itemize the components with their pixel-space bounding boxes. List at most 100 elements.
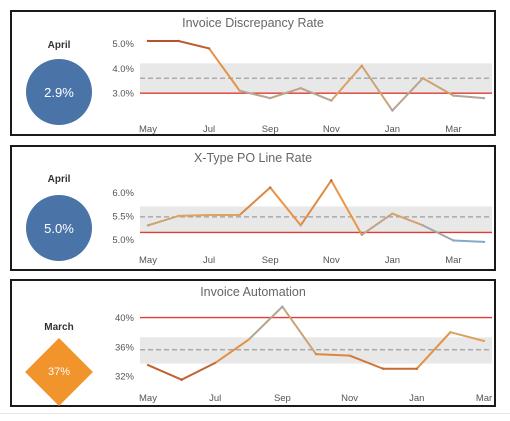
data-point	[360, 233, 364, 237]
data-point	[314, 352, 318, 356]
x-tick-label: May	[139, 255, 157, 266]
kpi-period-label: March	[44, 322, 74, 333]
data-point	[146, 224, 150, 227]
series-segment	[360, 212, 394, 236]
data-point	[360, 64, 364, 68]
data-point	[482, 240, 486, 244]
x-tick-label: Jul	[209, 393, 221, 404]
data-point	[449, 331, 452, 334]
data-point	[382, 367, 385, 370]
kpi-circle: 5.0%	[26, 195, 92, 261]
data-point	[299, 224, 302, 227]
series-segment	[208, 47, 241, 92]
panel-x-type-po-line-rate: X-Type PO Line Rate April 5.0% 5.0% 5.5% 6…	[10, 145, 496, 271]
series-segment	[391, 212, 424, 227]
series-segment	[415, 331, 452, 370]
series-segment	[177, 213, 211, 217]
data-point	[180, 378, 183, 381]
kpi-period-label: April	[47, 174, 71, 185]
series-segment	[238, 89, 272, 100]
y-tick-label: 5.0%	[112, 39, 134, 50]
x-tick-label: Jul	[203, 255, 215, 266]
series-segment	[180, 361, 217, 381]
series-segment	[360, 64, 394, 112]
series-segment	[147, 214, 180, 227]
line-chart-x-type-po-line-rate: 5.0% 5.5% 6.0% May Jul Sep Nov Jan Mar	[112, 179, 492, 266]
data-point	[146, 39, 150, 43]
data-point	[207, 47, 211, 50]
data-point	[330, 99, 333, 102]
panel-invoice-discrepancy-rate: Invoice Discrepancy Rate April 2.9% 3.0%…	[10, 10, 496, 136]
data-point	[391, 212, 394, 215]
y-tick-label: 32%	[115, 372, 135, 383]
y-tick-label: 36%	[115, 342, 135, 353]
series-segment	[449, 331, 485, 342]
data-point	[281, 305, 284, 308]
bottom-divider	[0, 413, 510, 414]
series-segment	[269, 87, 302, 100]
data-point	[268, 96, 272, 100]
data-point	[177, 39, 180, 43]
x-tick-label: Mar	[445, 255, 461, 266]
panel-title: Invoice Discrepancy Rate	[182, 16, 324, 30]
kpi-value: 5.0%	[44, 220, 74, 236]
data-point	[421, 77, 425, 80]
data-point	[207, 213, 211, 217]
data-point	[330, 179, 333, 182]
data-point	[238, 89, 241, 92]
series-segment	[452, 94, 485, 100]
series-segment	[281, 305, 317, 356]
series-segment	[421, 77, 455, 97]
data-point	[482, 339, 486, 343]
kpi-period-label: April	[47, 40, 71, 51]
x-tick-label: May	[139, 393, 157, 404]
data-point	[238, 213, 241, 217]
data-point	[299, 86, 302, 90]
series-segment	[315, 353, 351, 357]
y-tick-label: 5.0%	[112, 235, 134, 246]
x-tick-label: Sep	[262, 124, 279, 135]
panel-title: X-Type PO Line Rate	[193, 151, 313, 165]
x-tick-label: Jan	[385, 124, 400, 135]
kpi-value: 2.9%	[44, 84, 74, 100]
x-tick-label: Nov	[323, 255, 340, 266]
series-segment	[177, 39, 211, 50]
x-tick-label: Jan	[385, 255, 400, 266]
line-chart-invoice-automation: 32% 36% 40% May Jul Sep Nov Jan Mar	[115, 305, 492, 404]
data-point	[247, 338, 250, 341]
panel-invoice-automation: Invoice Automation March 37% 32% 36% 40% Ma…	[10, 279, 496, 407]
data-point	[452, 239, 455, 242]
data-point	[452, 94, 455, 97]
kpi-circle: 2.9%	[26, 59, 92, 125]
series-segment	[391, 77, 424, 112]
data-point	[268, 186, 272, 189]
data-point	[421, 224, 425, 227]
x-tick-label: Nov	[341, 393, 358, 404]
data-point	[348, 354, 351, 357]
data-point	[146, 363, 150, 367]
y-tick-label: 3.0%	[112, 89, 134, 100]
y-tick-label: 5.5%	[112, 211, 134, 222]
series-segment	[348, 354, 385, 370]
panel-title: Invoice Automation	[200, 285, 306, 299]
line-chart-invoice-discrepancy-rate: 3.0% 4.0% 5.0% May Jul Sep Nov Jan Mar	[112, 39, 492, 135]
series-segment	[421, 224, 455, 242]
x-tick-label: Jul	[203, 124, 215, 135]
data-point	[482, 96, 486, 100]
series-segment	[330, 64, 363, 102]
reference-band	[140, 337, 492, 364]
series-segment	[452, 239, 485, 243]
x-tick-label: Sep	[262, 255, 279, 266]
series-segment	[238, 186, 272, 216]
reference-band	[140, 206, 492, 233]
series-segment	[247, 305, 284, 341]
y-tick-label: 40%	[115, 313, 135, 324]
x-tick-label: Jan	[409, 393, 424, 404]
x-tick-label: Mar	[445, 124, 461, 135]
x-tick-label: May	[139, 124, 157, 135]
x-tick-label: Nov	[323, 124, 340, 135]
series-segment	[299, 87, 333, 102]
series-segment	[299, 179, 333, 227]
series-segment	[147, 364, 183, 381]
series-segment	[269, 186, 302, 227]
